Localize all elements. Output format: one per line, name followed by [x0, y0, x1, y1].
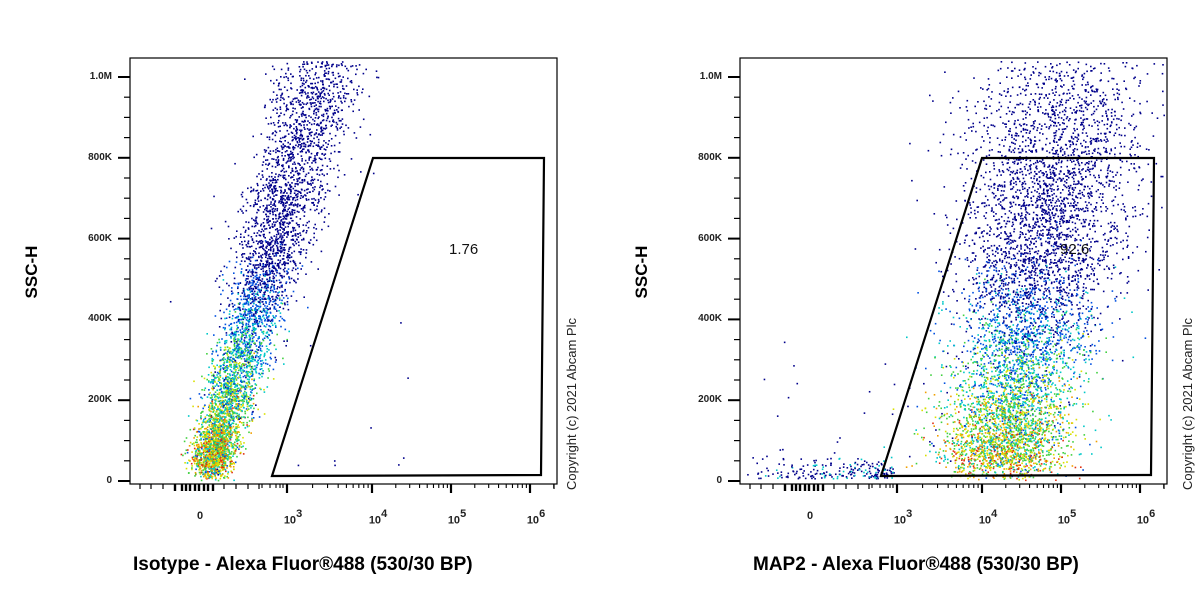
- plot-panel-map2: SSC-H 1.0M 800K 600K 400K 200K 0 0 103 104 105 10…: [610, 0, 1200, 600]
- x-tick-label: 105: [1057, 508, 1077, 527]
- x-tick-label: 105: [447, 508, 467, 527]
- scatter-plot: [118, 57, 558, 493]
- gate-polygon: [270, 156, 546, 478]
- y-axis: [118, 76, 130, 482]
- y-tick-label: 600K: [88, 232, 112, 244]
- x-axis: [749, 484, 1165, 493]
- copyright-text: Copyright (c) 2021 Abcam Plc: [564, 318, 579, 490]
- gate-percentage: 92.6: [1060, 241, 1090, 258]
- data-points: [169, 61, 409, 482]
- y-tick-label: 800K: [88, 151, 112, 163]
- data-points: [747, 61, 1165, 482]
- y-tick-label: 600K: [698, 232, 722, 244]
- x-axis-label: MAP2 - Alexa Fluor®488 (530/30 BP): [753, 554, 1079, 575]
- x-axis: [139, 484, 555, 493]
- x-tick-label: 104: [978, 508, 998, 527]
- x-tick-label: 104: [368, 508, 388, 527]
- y-tick-label: 1.0M: [699, 71, 722, 82]
- x-tick-label: 103: [893, 508, 913, 527]
- plot-panel-isotype: SSC-H 1.0M 800K 600K 400K 200K 0 0 103 104 105 10…: [22, 57, 579, 575]
- y-tick-label: 400K: [698, 313, 722, 325]
- y-tick-label: 200K: [698, 394, 722, 406]
- y-tick-label: 0: [716, 475, 722, 486]
- y-tick-label: 200K: [88, 394, 112, 406]
- x-axis-label: Isotype - Alexa Fluor®488 (530/30 BP): [133, 554, 473, 575]
- x-tick-label: 0: [806, 510, 814, 522]
- scatter-plot: [728, 57, 1168, 493]
- gate-percentage: 1.76: [449, 241, 479, 258]
- plot-frame: [129, 57, 558, 485]
- y-axis: [728, 76, 740, 482]
- y-tick-label: 800K: [698, 151, 722, 163]
- y-tick-label: 1.0M: [89, 71, 112, 82]
- x-tick-label: 0: [196, 510, 204, 522]
- x-tick-label: 103: [283, 508, 303, 527]
- x-tick-label: 106: [1136, 508, 1156, 527]
- y-tick-label: 400K: [88, 313, 112, 325]
- copyright-text: Copyright (c) 2021 Abcam Plc: [1180, 318, 1195, 490]
- plot-frame: [739, 57, 1168, 485]
- y-tick-label: 0: [106, 475, 112, 486]
- gate-polygon: [879, 156, 1156, 478]
- x-tick-label: 106: [526, 508, 546, 527]
